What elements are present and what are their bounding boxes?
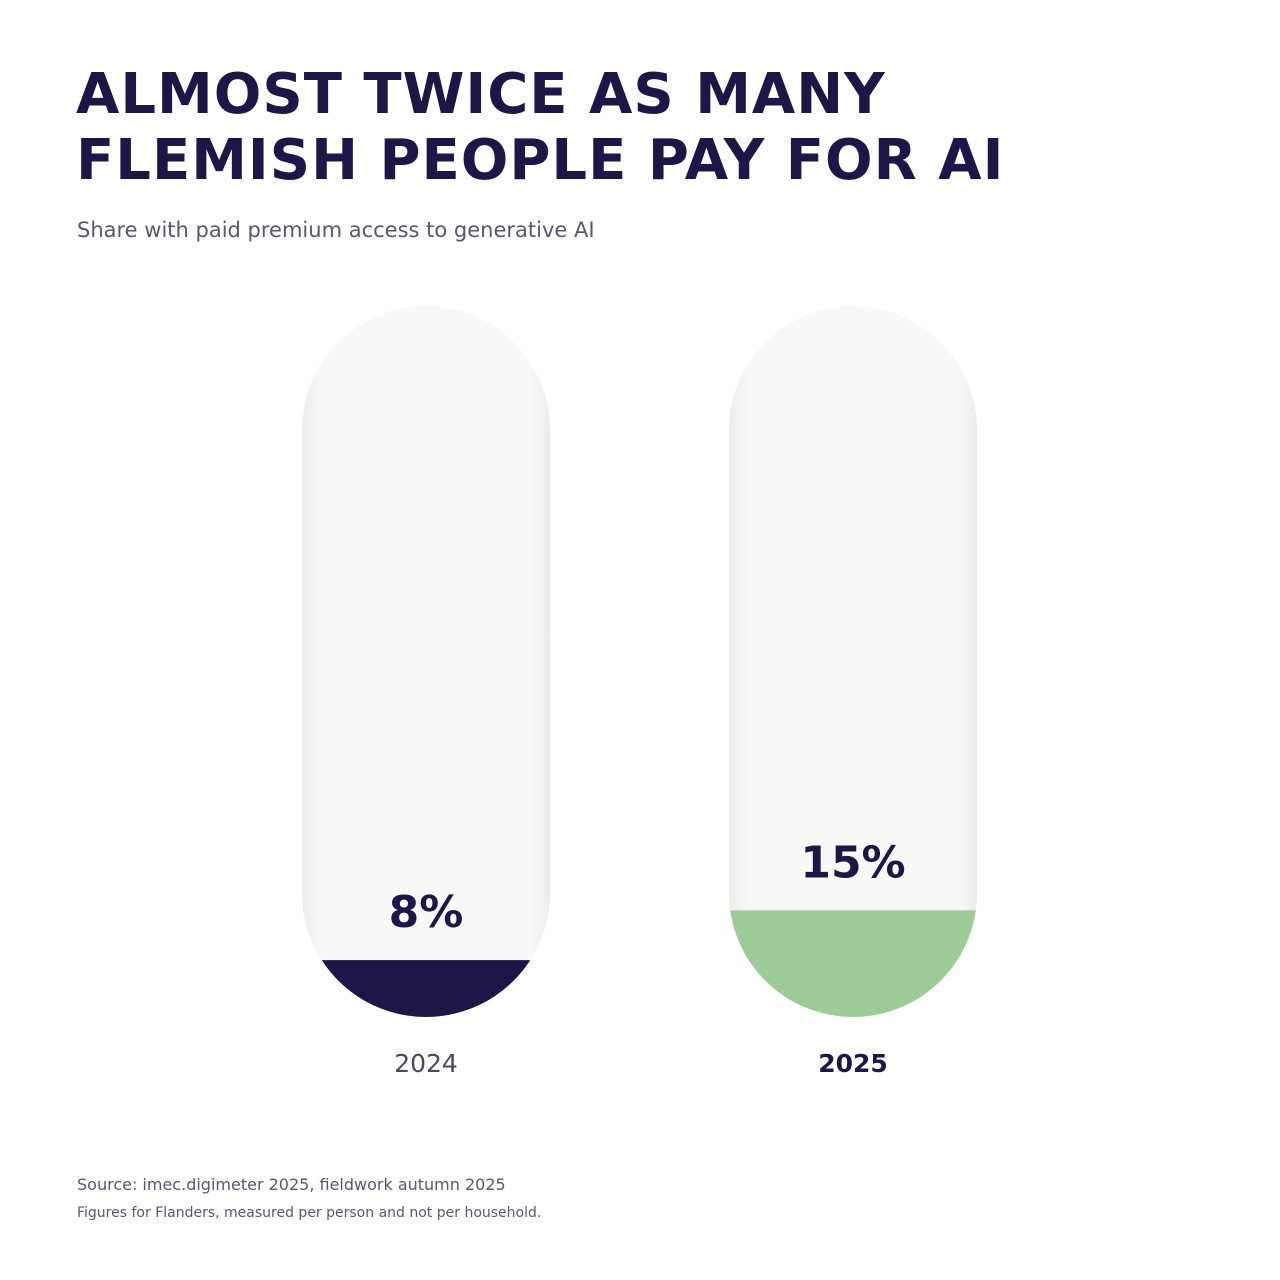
capsule-track [729,306,977,1017]
source: Source: imec.digimeter 2025, fieldwork a… [77,1175,506,1194]
capsule-fill [302,960,550,1017]
capsule-fill [729,910,977,1017]
value-label: 8% [389,887,464,938]
value-label: 15% [800,837,905,888]
capsule-track [302,306,550,1017]
chart-title: ALMOST TWICE AS MANY FLEMISH PEOPLE PAY … [76,62,1005,193]
x-tick-label: 2025 [818,1049,888,1078]
x-tick-label: 2024 [394,1049,458,1078]
chart-subtitle: Share with paid premium access to genera… [77,218,595,242]
note: Figures for Flanders, measured per perso… [77,1205,542,1221]
